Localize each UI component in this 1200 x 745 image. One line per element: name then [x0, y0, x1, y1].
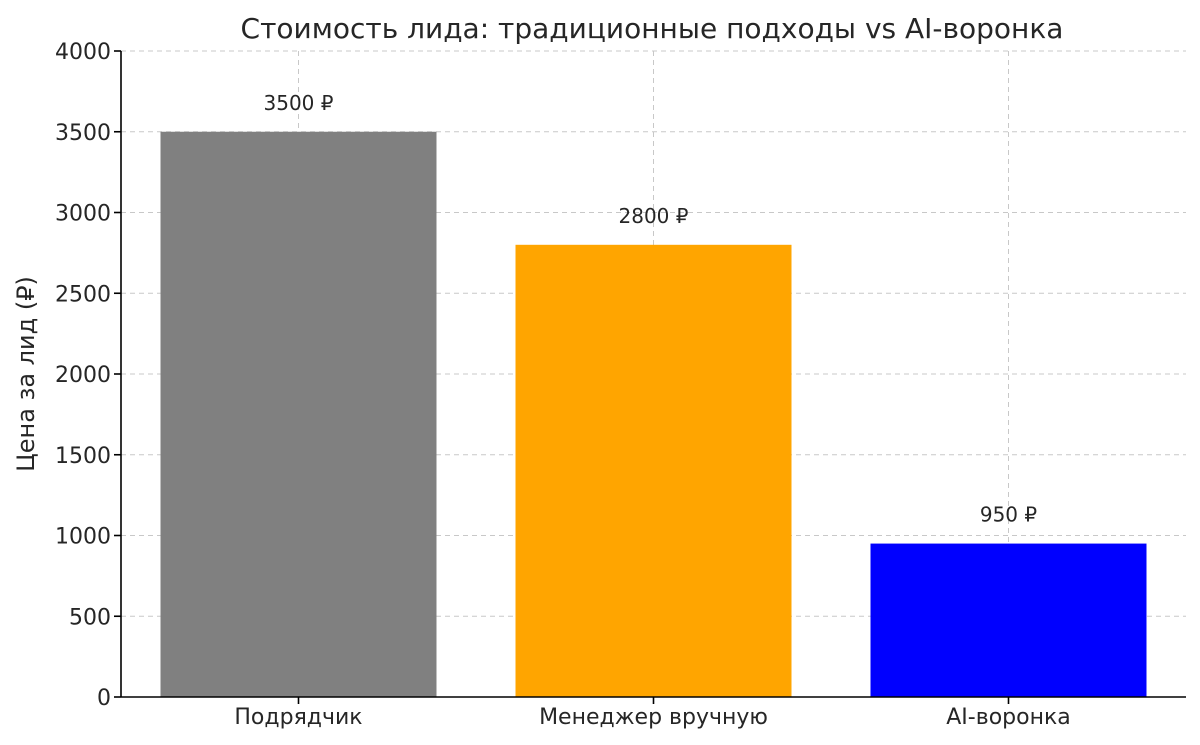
- bar-value-label: 3500 ₽: [264, 91, 334, 115]
- y-tick-label: 1000: [55, 525, 111, 550]
- bar-value-label: 950 ₽: [980, 503, 1038, 527]
- chart-title: Стоимость лида: традиционные подходы vs …: [241, 12, 1064, 45]
- y-tick-label: 3000: [55, 202, 111, 227]
- y-tick-label: 3500: [55, 121, 111, 146]
- bar: [160, 131, 437, 697]
- labels: 0 500 1000 1500 2000 2500 3000 3500 4000 Подрядчи…: [55, 40, 1071, 730]
- x-tick-label: AI-воронка: [946, 705, 1070, 730]
- axes: [114, 50, 1186, 704]
- y-axis-label: Цена за лид (₽): [12, 276, 40, 472]
- y-tick-label: 1500: [55, 444, 111, 469]
- y-tick-label: 2500: [55, 282, 111, 307]
- y-tick-label: 500: [69, 605, 111, 630]
- x-tick-label: Менеджер вручную: [539, 705, 768, 730]
- y-tick-label: 4000: [55, 40, 111, 65]
- y-tick-label: 2000: [55, 363, 111, 388]
- bar: [515, 244, 792, 698]
- bars: [160, 131, 1147, 698]
- bar-value-label: 2800 ₽: [619, 204, 689, 228]
- bar: [870, 543, 1147, 697]
- y-tick-label: 0: [97, 686, 111, 711]
- x-tick-label: Подрядчик: [234, 705, 362, 730]
